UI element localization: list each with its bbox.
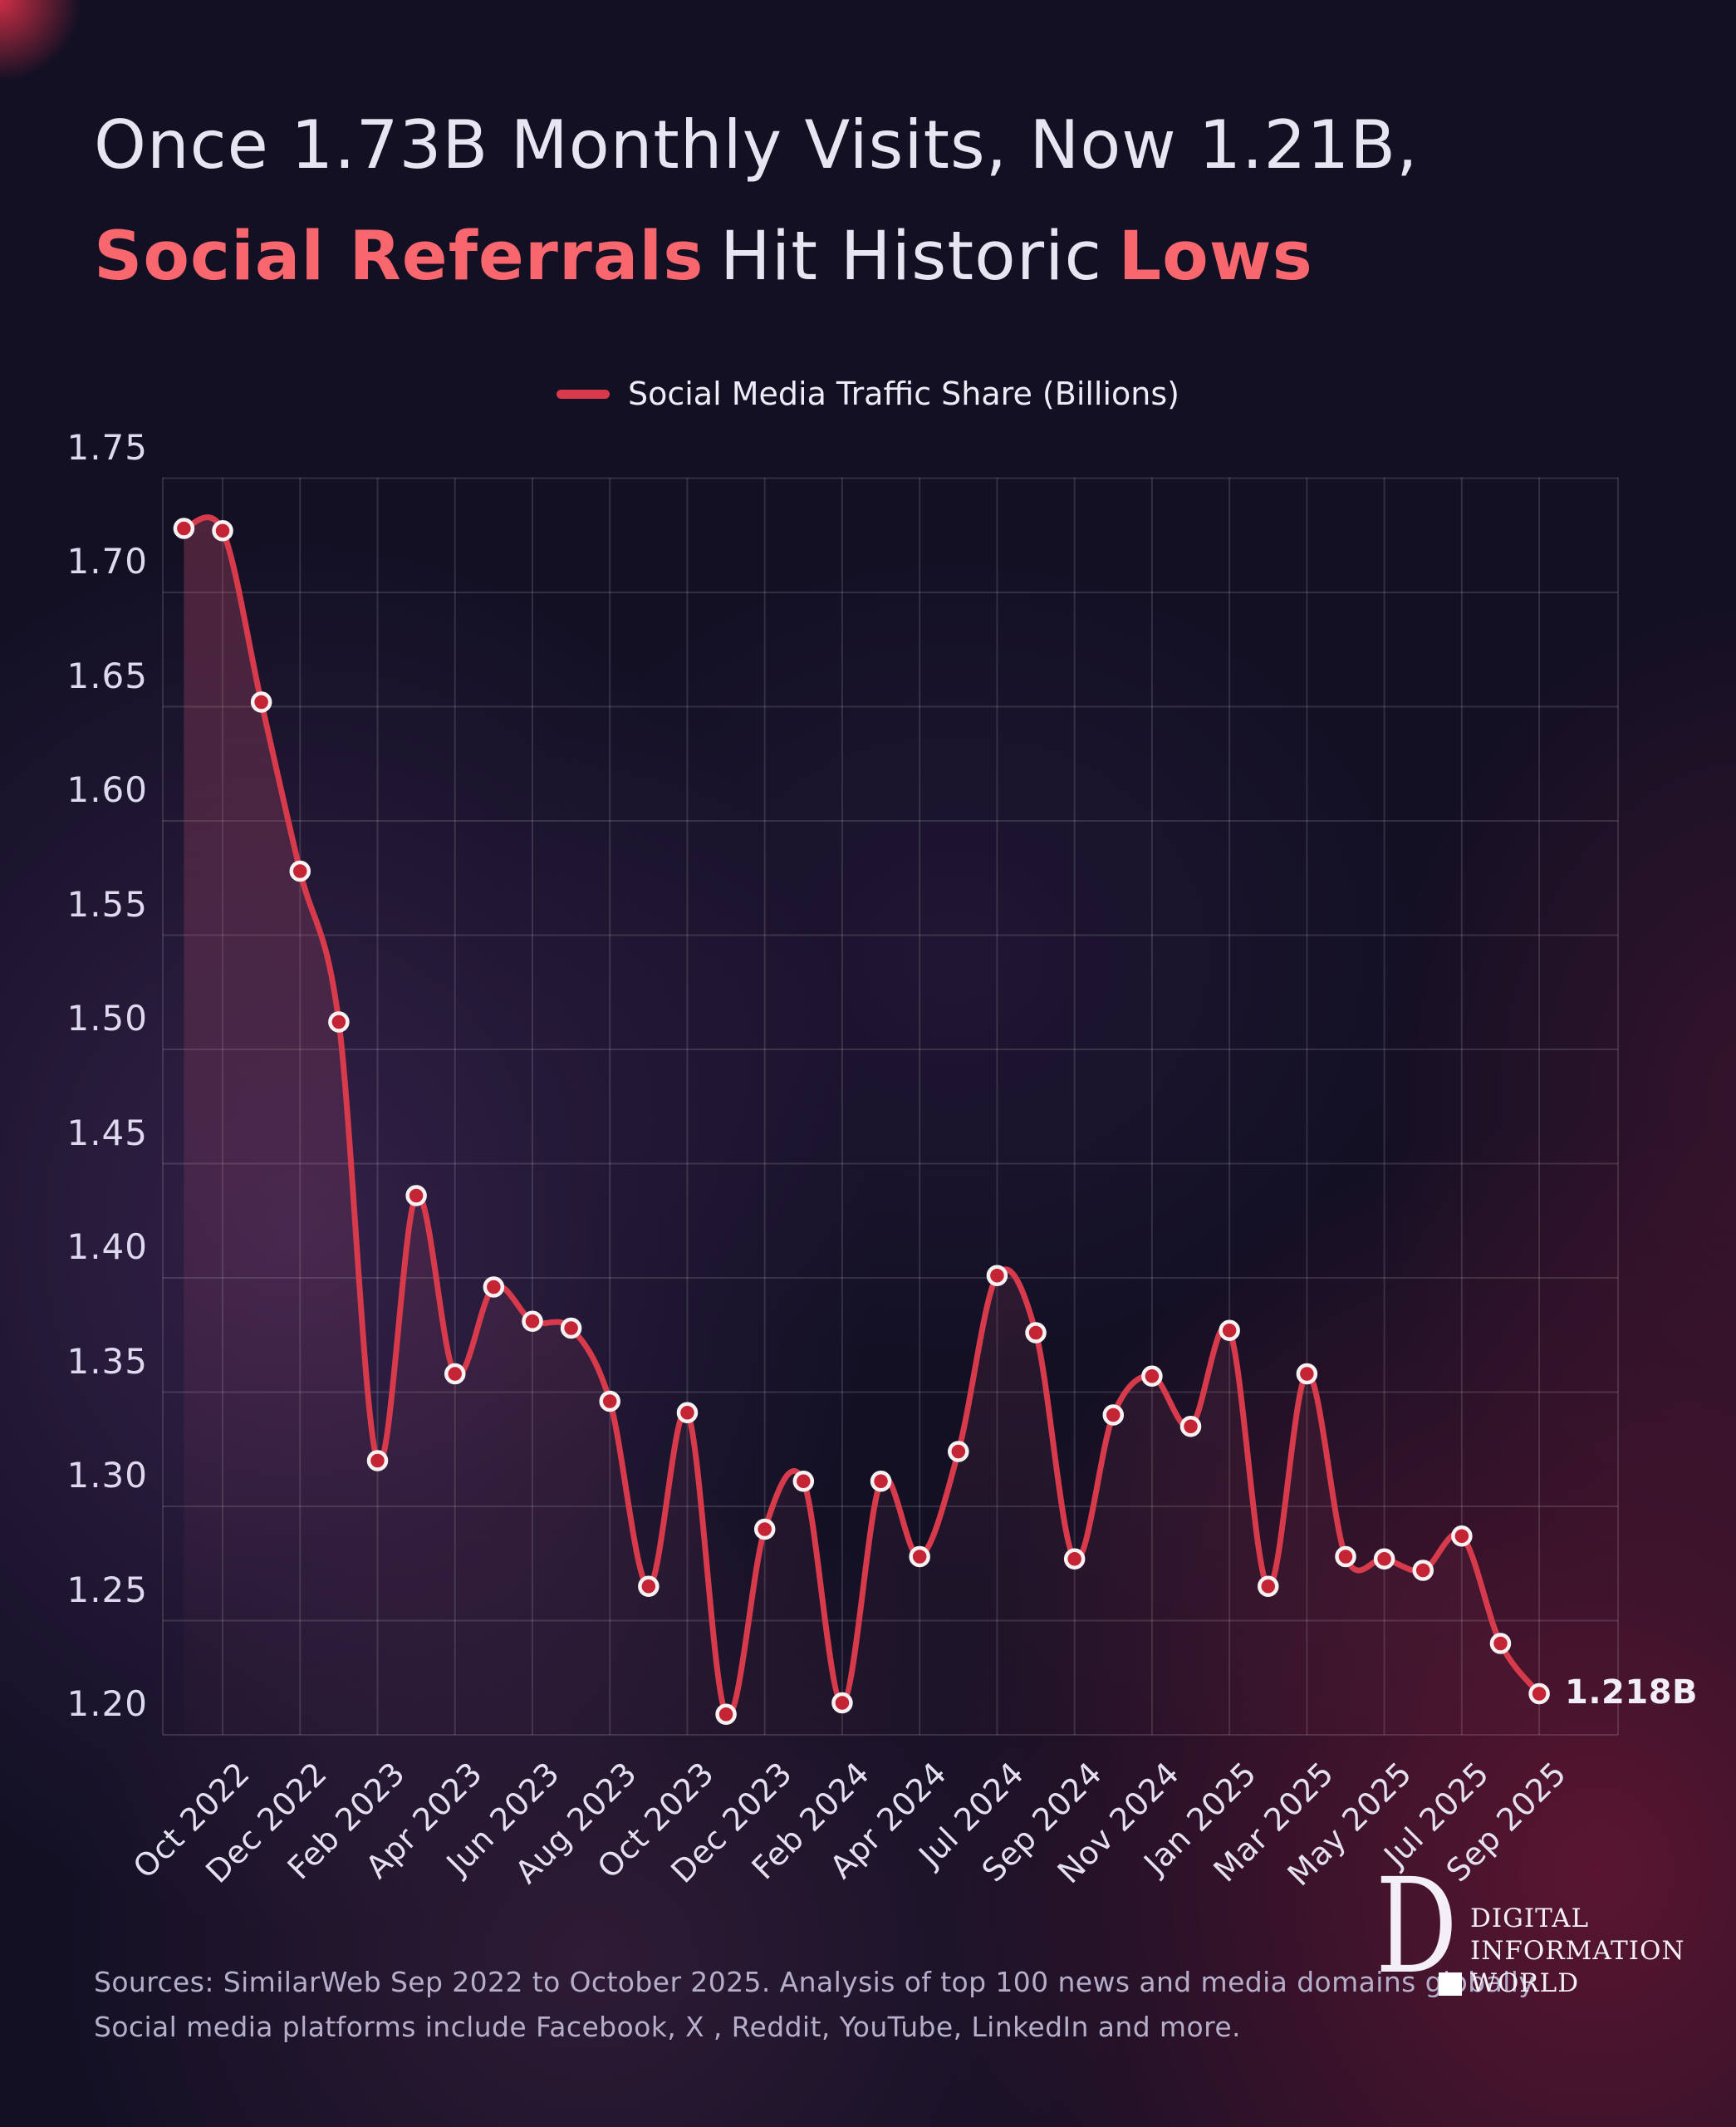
y-axis-tick-label: 1.30 [66, 1455, 148, 1496]
page-title-line2: Social Referrals Hit Historic Lows [94, 218, 1714, 296]
y-axis-tick-label: 1.65 [66, 655, 148, 696]
y-axis-tick-label: 1.45 [66, 1112, 148, 1153]
y-axis-tick-label: 1.35 [66, 1340, 148, 1382]
logo-d-letter: D [1376, 1850, 1458, 2003]
y-axis-tick-label: 1.60 [66, 769, 148, 810]
y-axis-tick-label: 1.50 [66, 998, 148, 1039]
y-axis-tick-label: 1.25 [66, 1569, 148, 1610]
logo-word-world: WORLD [1470, 1968, 1580, 1998]
y-axis-tick-label: 1.20 [66, 1683, 148, 1724]
logo-square-icon [1439, 1972, 1462, 1996]
sources-text-line1: Sources: SimilarWeb Sep 2022 to October … [94, 1966, 1541, 1998]
sources-text-line2: Social media platforms include Facebook,… [94, 2011, 1241, 2043]
logo-word-digital: DIGITAL [1470, 1903, 1590, 1933]
page-title-line1: Once 1.73B Monthly Visits, Now 1.21B, [94, 106, 1419, 184]
last-point-annotation: 1.218B [1565, 1673, 1699, 1712]
logo-wordmark: DIGITAL INFORMATION WORLD [1470, 1903, 1685, 2000]
chart-legend: Social Media Traffic Share (Billions) [0, 376, 1736, 412]
y-axis-tick-label: 1.70 [66, 541, 148, 582]
legend-label: Social Media Traffic Share (Billions) [627, 376, 1180, 412]
y-axis-tick-label: 1.40 [66, 1226, 148, 1267]
legend-line-swatch [556, 389, 610, 399]
area-fill [184, 517, 1540, 1735]
title-mid-text: Hit Historic [719, 218, 1103, 296]
title-accent-lows: Lows [1118, 218, 1313, 296]
y-axis-tick-label: 1.55 [66, 883, 148, 925]
data-point-markers [173, 518, 1550, 1725]
logo-word-information: INFORMATION [1470, 1936, 1685, 1966]
title-accent-social-referrals: Social Referrals [94, 218, 704, 296]
digital-information-world-logo: D DIGITAL INFORMATION WORLD [1376, 1861, 1733, 2007]
y-axis-tick-label: 1.75 [66, 426, 148, 468]
